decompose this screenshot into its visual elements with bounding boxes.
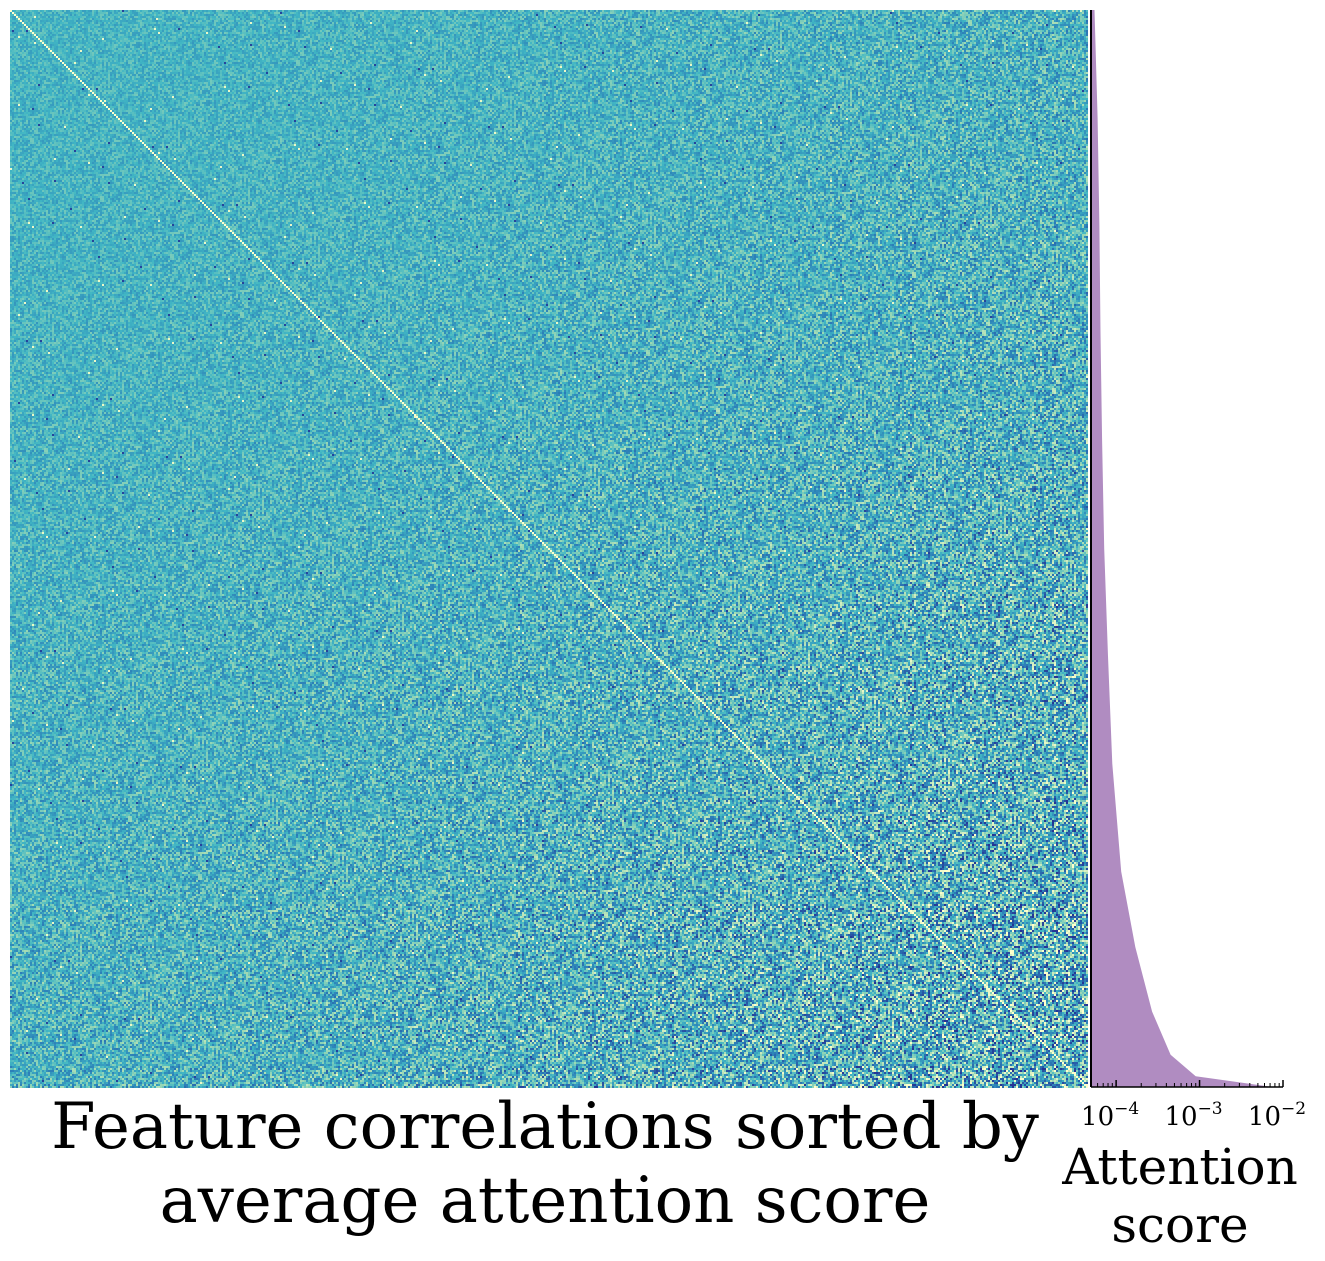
correlation-heatmap (10, 10, 1088, 1088)
x-tick-label-2: 10−2 (1248, 1099, 1306, 1132)
heatmap-canvas (10, 10, 1088, 1088)
title-line-2: average attention score (159, 1164, 931, 1238)
attention-axis-group: 10−4 10−3 10−2 (1081, 10, 1306, 1132)
xlabel-line-1: Attention (1062, 1138, 1298, 1196)
title-line-1: Feature correlations sorted by (51, 1090, 1039, 1164)
x-tick-label-1: 10−3 (1164, 1099, 1222, 1132)
attention-axis-label: Attention score (1050, 1138, 1310, 1254)
x-tick-label-0: 10−4 (1081, 1099, 1139, 1132)
attention-area-group (1091, 10, 1273, 1087)
chart-title: Feature correlations sorted by average a… (0, 1090, 1090, 1238)
xlabel-line-2: score (1111, 1196, 1249, 1254)
attention-area (1091, 10, 1273, 1087)
